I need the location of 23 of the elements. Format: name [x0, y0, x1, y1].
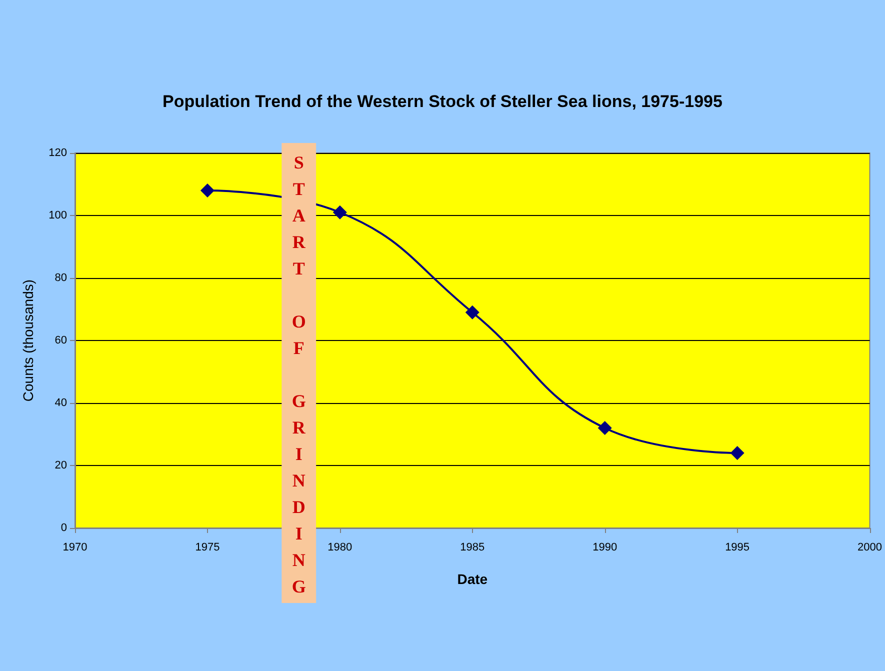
x-tick-label: 1980 [328, 542, 352, 554]
text: START OF GRINDING [292, 152, 306, 596]
x-tick-label: 1970 [62, 542, 88, 554]
x-tick-label: 1990 [592, 542, 618, 554]
point [332, 205, 347, 220]
x-tick-label: 1995 [725, 542, 750, 554]
chart-title: Population Trend of the Western Stock of Steller Sea lions, 1975-1995 [162, 92, 722, 111]
y-tick-label: 40 [54, 397, 67, 409]
point [465, 305, 480, 320]
point [200, 184, 214, 198]
y-tick-label: 20 [54, 460, 67, 472]
y-tick-label: 80 [54, 272, 67, 284]
y-tick-label: 120 [48, 147, 67, 159]
y-tick-label: 100 [48, 210, 67, 222]
x-tick-label: 2000 [858, 542, 882, 554]
y-axis-title: Counts (thousands) [20, 279, 36, 402]
y-tick-label: 0 [60, 522, 67, 534]
point [730, 446, 744, 460]
point [598, 421, 612, 435]
x-tick-label: 1985 [460, 542, 485, 554]
x-axis-title: Date [457, 571, 488, 587]
x-tick-label: 1975 [195, 542, 220, 554]
y-tick-label: 60 [54, 334, 67, 346]
